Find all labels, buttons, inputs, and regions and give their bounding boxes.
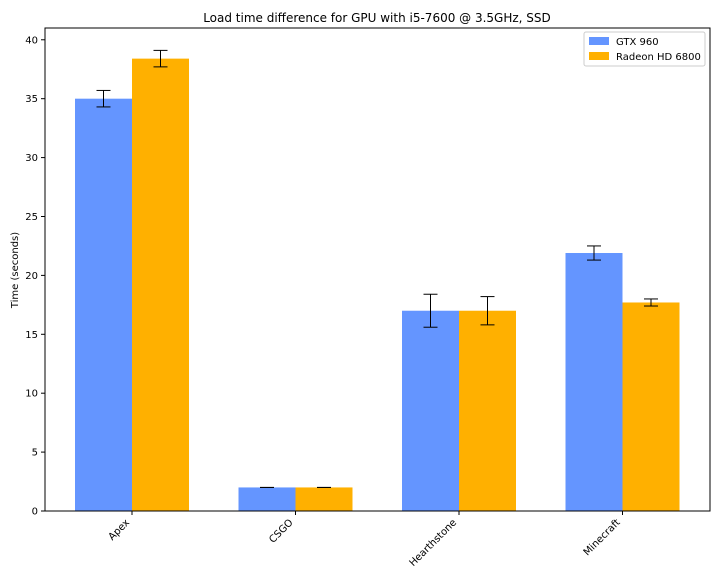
bar-apex-series-2 bbox=[132, 58, 189, 511]
legend-entry: GTX 960 bbox=[616, 37, 659, 48]
bar-hearthstone-series-1 bbox=[402, 310, 459, 511]
bar-minecraft-series-2 bbox=[622, 302, 680, 511]
x-tick-label: Apex bbox=[107, 517, 133, 543]
bar-hearthstone-series-2 bbox=[459, 310, 516, 511]
y-tick-label: 40 bbox=[25, 35, 38, 46]
y-axis-label: Time (seconds) bbox=[10, 232, 21, 309]
y-axis-ticks: 0 5 10 15 20 25 30 35 40 bbox=[25, 35, 45, 518]
x-tick-label: Minecraft bbox=[582, 517, 623, 558]
y-tick-label: 30 bbox=[25, 153, 38, 164]
legend-box bbox=[583, 31, 706, 67]
x-axis-ticks: Apex CSGO Hearthstone Minecraft bbox=[107, 511, 623, 569]
legend: GTX 960 Radeon HD 6800 bbox=[583, 31, 706, 67]
bar-minecraft-series-1 bbox=[565, 253, 623, 511]
y-tick-label: 35 bbox=[25, 94, 38, 105]
y-tick-label: 15 bbox=[25, 330, 38, 341]
chart-title: Load time difference for GPU with i5-760… bbox=[203, 11, 551, 25]
y-tick-label: 5 bbox=[32, 448, 38, 459]
x-tick-label: Hearthstone bbox=[408, 517, 460, 569]
bars-group bbox=[75, 58, 680, 512]
plot-frame bbox=[44, 27, 711, 512]
legend-swatch bbox=[589, 52, 609, 60]
y-tick-label: 20 bbox=[25, 271, 38, 282]
legend-entry: Radeon HD 6800 bbox=[616, 52, 701, 63]
bar-csgo-series-2 bbox=[295, 487, 353, 511]
legend-swatch bbox=[589, 37, 609, 45]
bar-csgo-series-1 bbox=[238, 487, 296, 511]
error-bars-group bbox=[96, 49, 658, 488]
y-tick-label: 10 bbox=[25, 389, 38, 400]
bar-apex-series-1 bbox=[75, 98, 132, 512]
x-tick-label: CSGO bbox=[267, 517, 295, 545]
y-tick-label: 25 bbox=[25, 212, 38, 223]
y-tick-label: 0 bbox=[32, 507, 38, 518]
